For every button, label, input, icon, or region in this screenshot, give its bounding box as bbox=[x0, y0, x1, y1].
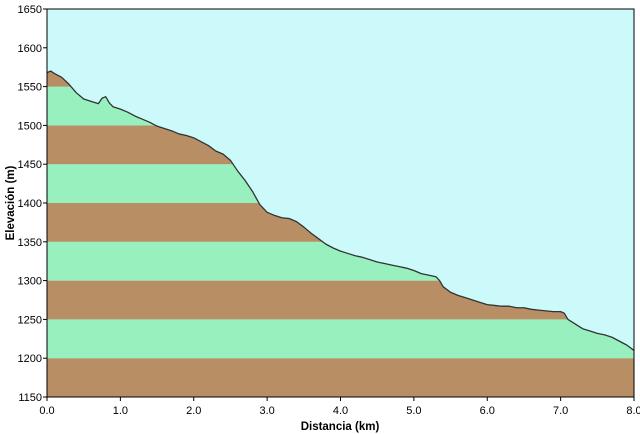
x-axis-title: Distancia (km) bbox=[301, 421, 380, 433]
y-tick-label: 1350 bbox=[18, 237, 42, 249]
y-tick-label: 1600 bbox=[18, 43, 42, 55]
x-tick-label: 2.0 bbox=[186, 405, 201, 417]
y-axis: 1150 1200 1250 1300 1350 1400 1450 1500 1550 1600… bbox=[18, 4, 47, 404]
y-tick-label: 1500 bbox=[18, 120, 42, 132]
x-tick-label: 7.0 bbox=[553, 405, 568, 417]
y-tick-label: 1150 bbox=[18, 392, 42, 404]
y-tick-label: 1450 bbox=[18, 159, 42, 171]
x-tick-label: 4.0 bbox=[333, 405, 348, 417]
x-tick-label: 3.0 bbox=[259, 405, 274, 417]
y-tick-label: 1550 bbox=[18, 82, 42, 94]
x-axis: 0.0 1.0 2.0 3.0 4.0 5.0 6.0 7.0 8.0 bbox=[39, 397, 640, 417]
elevation-band bbox=[47, 319, 634, 359]
x-tick-label: 0.0 bbox=[39, 405, 54, 417]
y-tick-label: 1400 bbox=[18, 198, 42, 210]
x-tick-label: 6.0 bbox=[480, 405, 495, 417]
x-tick-label: 5.0 bbox=[406, 405, 421, 417]
y-tick-label: 1250 bbox=[18, 314, 42, 326]
y-axis-title: Elevación (m) bbox=[5, 165, 17, 240]
y-tick-label: 1200 bbox=[18, 353, 42, 365]
x-tick-label: 8.0 bbox=[626, 405, 640, 417]
x-tick-label: 1.0 bbox=[113, 405, 128, 417]
elevation-band bbox=[47, 358, 634, 397]
elevation-profile-line bbox=[46, 70, 635, 351]
y-tick-label: 1300 bbox=[18, 276, 42, 288]
y-tick-label: 1650 bbox=[18, 4, 42, 16]
